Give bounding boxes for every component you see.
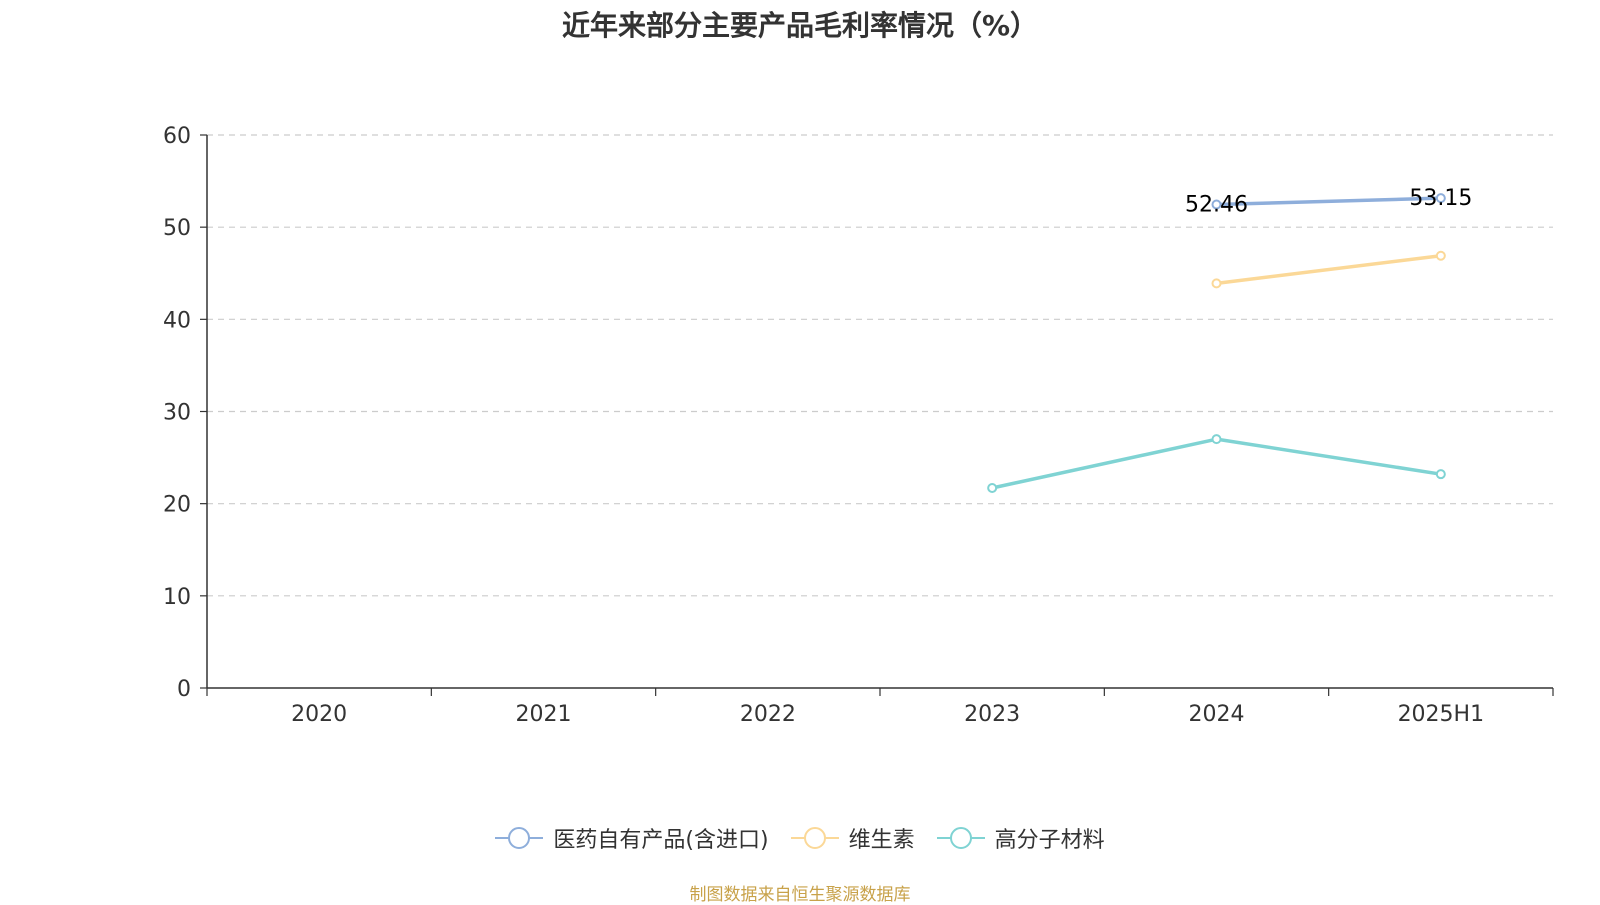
data-label: 53.15: [1409, 186, 1472, 211]
series-line-0: [1216, 196, 1441, 207]
y-tick-label: 30: [163, 401, 191, 426]
data-point: [987, 482, 998, 493]
data-point: [1435, 250, 1446, 261]
y-tick-label: 50: [163, 216, 191, 241]
legend-marker-polymer: [936, 827, 985, 849]
y-tick-label: 20: [163, 493, 191, 518]
legend-label-pharma: 医药自有产品(含进口): [553, 828, 769, 853]
x-tick-label: 2024: [1189, 702, 1245, 727]
y-tick-label: 60: [163, 124, 191, 149]
x-tick-label: 2023: [964, 702, 1020, 727]
legend: 医药自有产品(含进口) 维生素 高分子材料: [0, 822, 1600, 854]
data-point: [1211, 199, 1222, 210]
data-point: [1211, 434, 1222, 445]
x-tick-label: 2025H1: [1398, 702, 1485, 727]
x-tick-label: 2021: [516, 702, 572, 727]
data-point: [1211, 278, 1222, 289]
y-tick-label: 40: [163, 308, 191, 333]
x-tick-label: 2022: [740, 702, 796, 727]
legend-marker-pharma: [495, 827, 544, 849]
x-tick-label: 2020: [291, 702, 347, 727]
source-note: 制图数据来自恒生聚源数据库: [689, 885, 911, 905]
legend-item-vitamin[interactable]: 维生素: [790, 822, 915, 854]
data-point: [1435, 469, 1446, 480]
y-tick-label: 0: [177, 677, 191, 702]
series-line-1: [1216, 254, 1442, 286]
y-tick-label: 10: [163, 585, 191, 610]
data-point: [1435, 193, 1446, 204]
legend-marker-vitamin: [790, 827, 839, 849]
data-label: 52.46: [1185, 192, 1248, 217]
legend-label-vitamin: 维生素: [848, 828, 915, 853]
series-line-2: [991, 437, 1442, 490]
legend-item-polymer[interactable]: 高分子材料: [936, 822, 1105, 854]
chart-title: 近年来部分主要产品毛利率情况（%）: [561, 9, 1039, 42]
legend-label-polymer: 高分子材料: [994, 828, 1105, 853]
legend-item-pharma[interactable]: 医药自有产品(含进口): [495, 822, 769, 854]
